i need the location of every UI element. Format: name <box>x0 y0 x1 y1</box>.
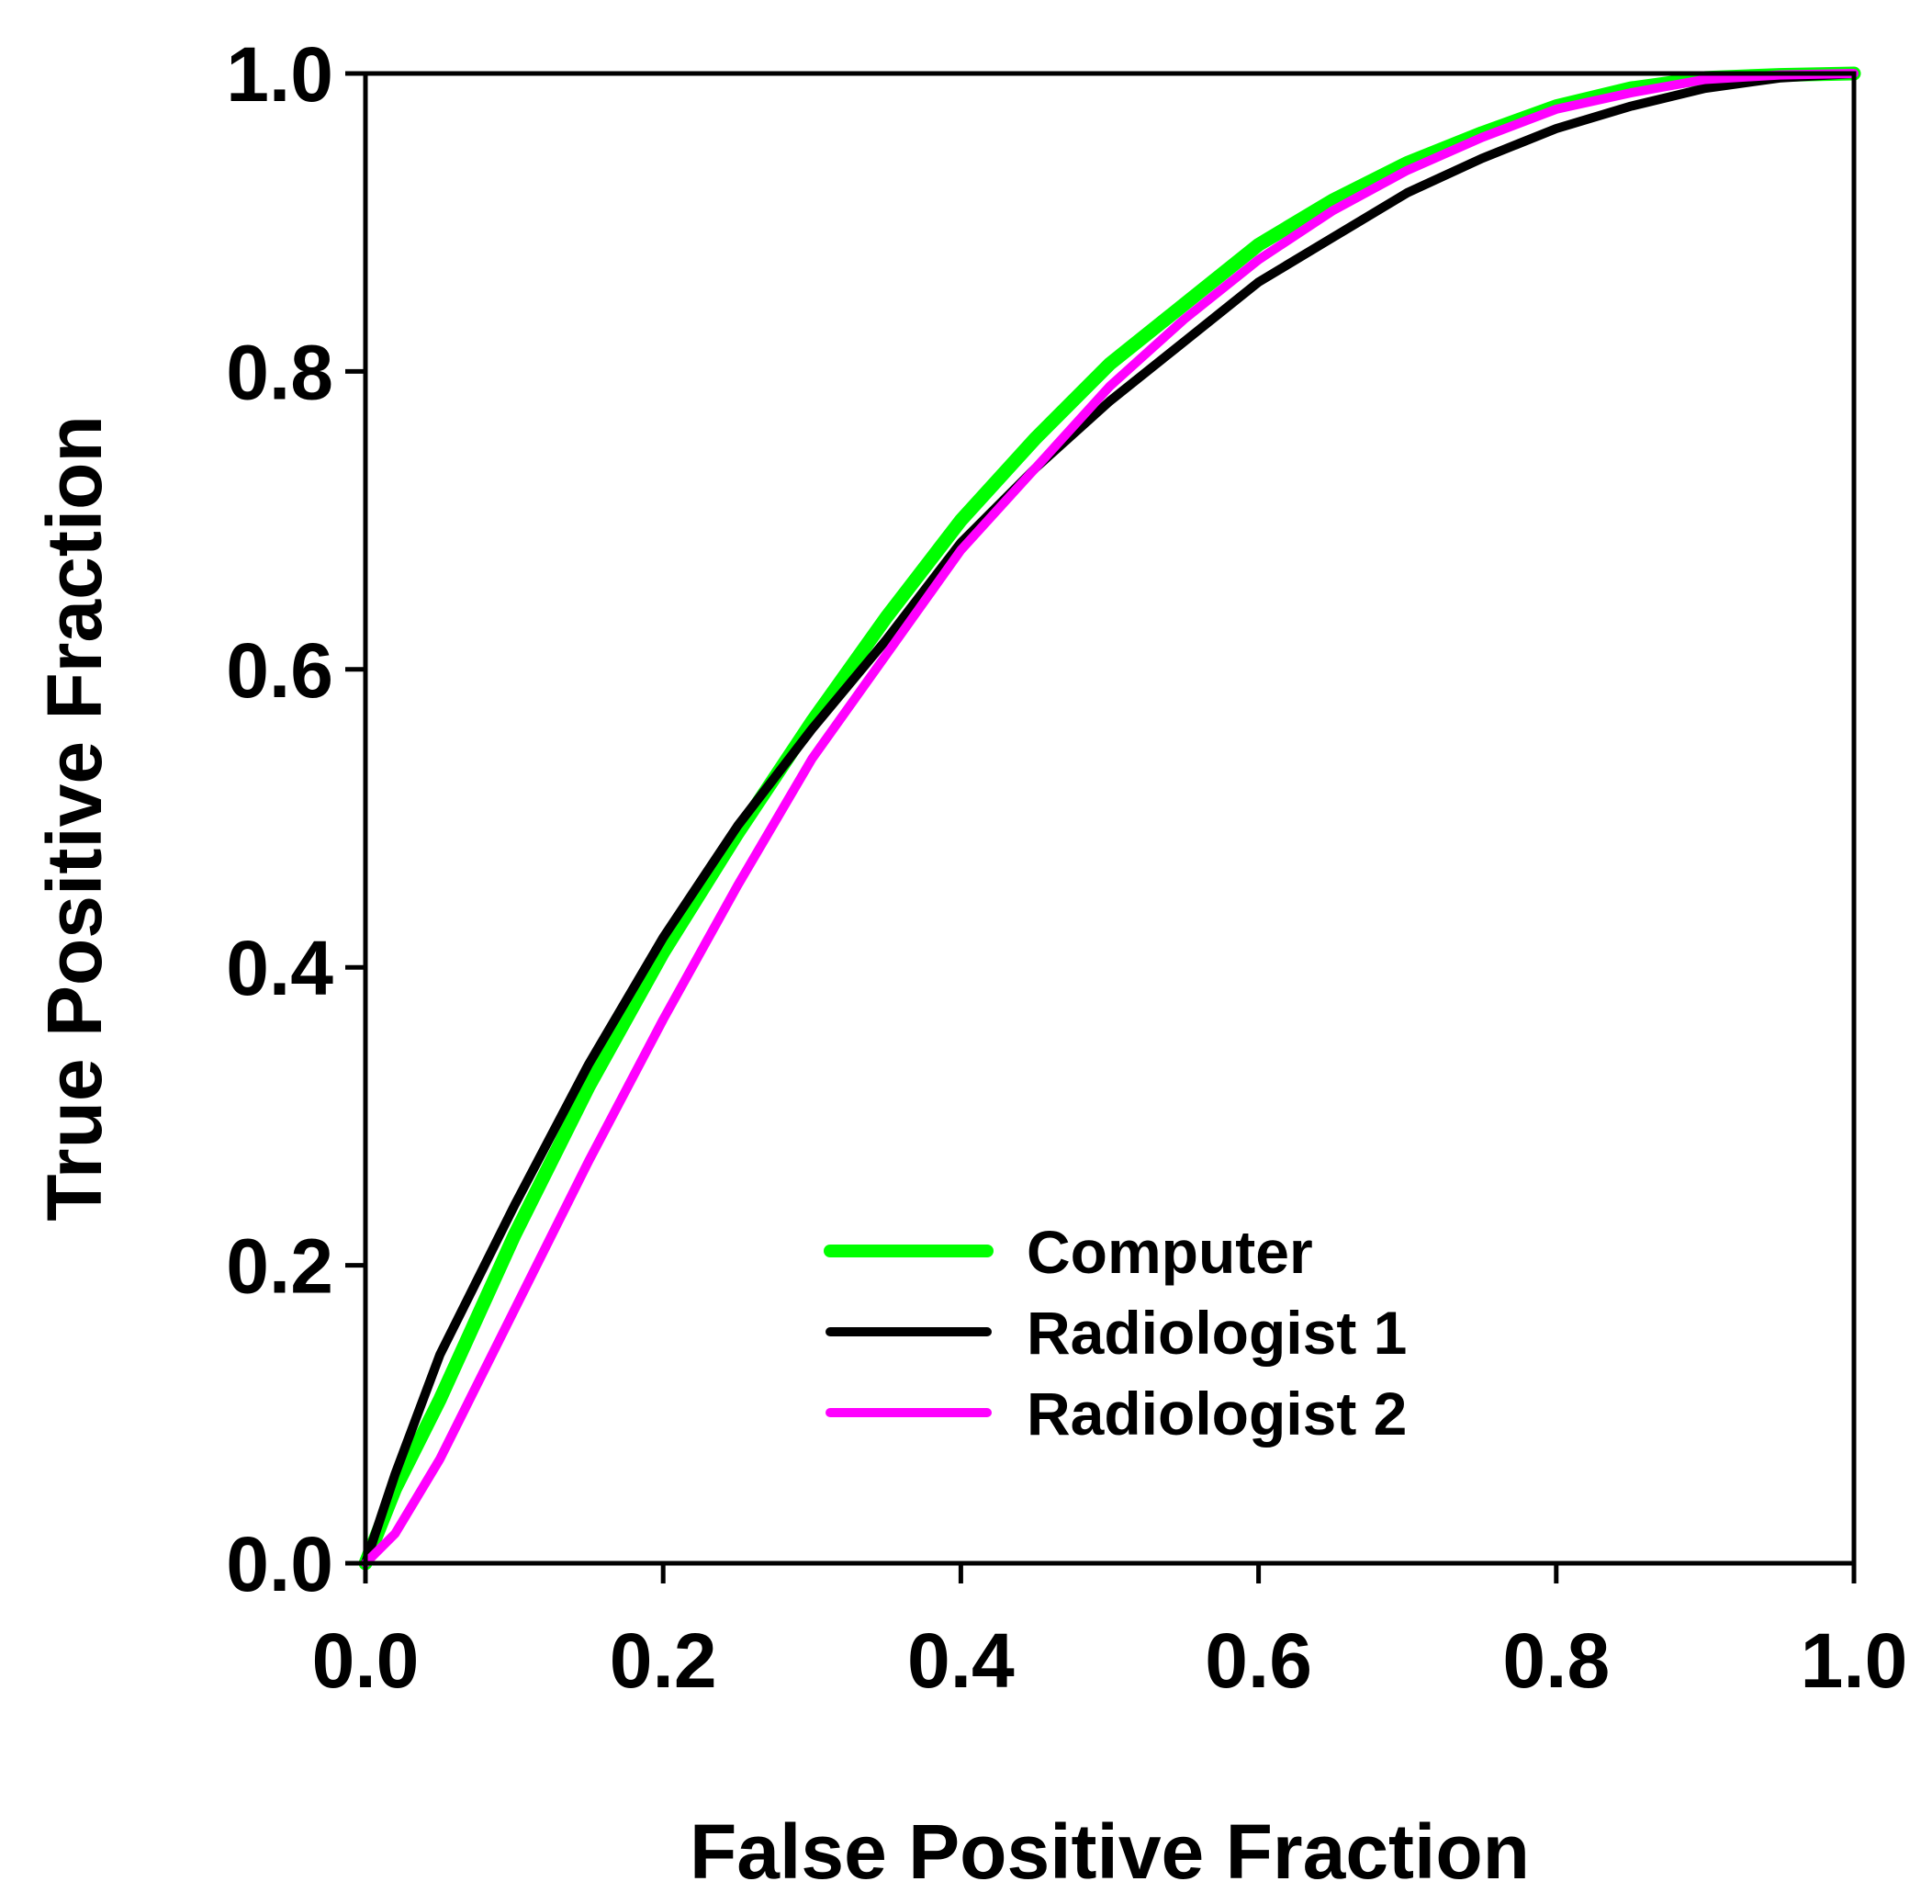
x-tick-label: 0.4 <box>907 1617 1015 1704</box>
y-tick-label: 0.6 <box>226 627 333 714</box>
series-line-radiologist-1 <box>361 69 1859 1568</box>
x-tick-label: 0.6 <box>1205 1617 1312 1704</box>
series-line-radiologist-2 <box>361 69 1859 1568</box>
plot-frame <box>363 71 1857 1566</box>
x-tick-label: 0.8 <box>1502 1617 1610 1704</box>
x-tick-label: 0.2 <box>610 1617 717 1704</box>
x-axis-title: False Positive Fraction <box>690 1808 1530 1895</box>
x-tick-label: 1.0 <box>1801 1617 1908 1704</box>
series-layer <box>358 66 1861 1571</box>
y-tick-label: 0.4 <box>226 925 333 1011</box>
y-tick-label: 0.2 <box>226 1223 333 1310</box>
y-tick-label: 1.0 <box>226 31 333 118</box>
y-axis-title: True Positive Fraction <box>31 415 118 1222</box>
y-tick-label: 0.0 <box>226 1521 333 1607</box>
legend: Computer Radiologist 1 Radiologist 2 <box>824 1218 1407 1448</box>
x-tick-label: 0.0 <box>312 1617 420 1704</box>
y-tick-label: 0.8 <box>226 329 333 415</box>
legend-label: Radiologist 2 <box>1027 1380 1407 1448</box>
ticks-layer: 0.0 0.2 0.4 0.6 0.8 1.0 0.0 0.2 0.4 0.6 0.8 1.0 <box>226 31 1907 1704</box>
legend-label: Computer <box>1027 1218 1313 1286</box>
legend-label: Radiologist 1 <box>1027 1299 1407 1367</box>
